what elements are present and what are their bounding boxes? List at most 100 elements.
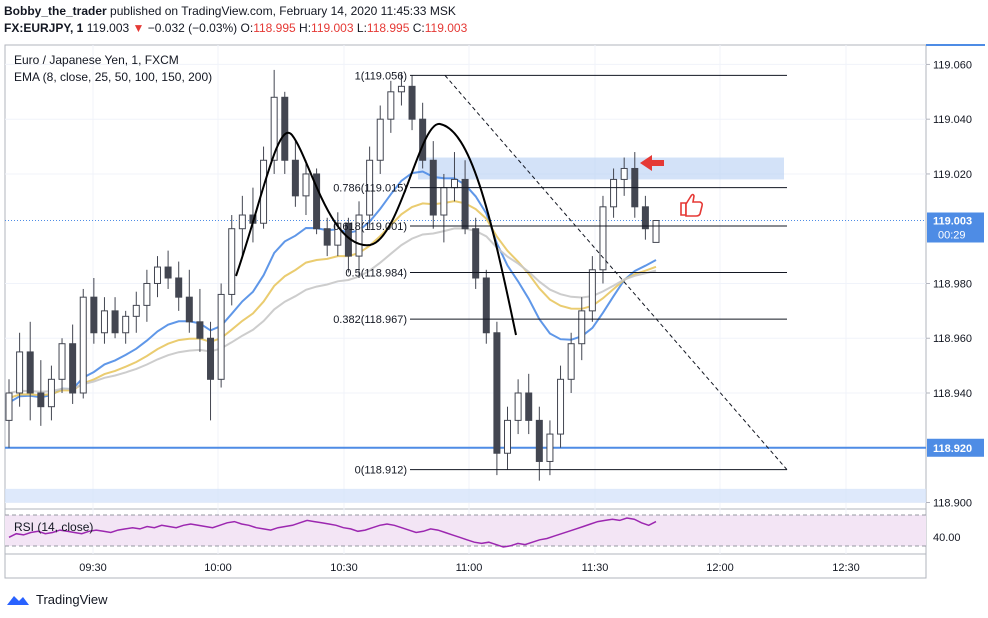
candle-body — [355, 214, 363, 257]
candle — [26, 321, 34, 421]
ema-legend[interactable]: EMA (8, close, 25, 50, 100, 150, 200) — [14, 70, 212, 84]
candle-body — [238, 214, 246, 230]
price-tick-label: 118.940 — [933, 388, 972, 400]
last-price: 119.003 — [86, 21, 130, 35]
candle — [69, 324, 77, 404]
candles — [5, 69, 660, 481]
candle-body — [546, 433, 554, 462]
candle — [16, 332, 24, 407]
price-tick-label: 118.960 — [933, 333, 972, 345]
candle-body — [397, 85, 405, 93]
candle-body — [313, 173, 321, 230]
price-tick-label: 119.060 — [933, 59, 972, 71]
publish-header: Bobby_the_trader published on TradingVie… — [4, 4, 456, 18]
candle — [620, 157, 628, 196]
candle — [376, 105, 384, 174]
fib-level-label: 1(119.056) — [355, 70, 407, 82]
candle-body — [217, 293, 225, 380]
price-tick-label: 119.020 — [933, 169, 972, 181]
candle — [291, 141, 299, 207]
candle — [482, 269, 490, 344]
instrument-legend[interactable]: Euro / Japanese Yen, 1, FXCM — [14, 53, 179, 67]
candle-body — [493, 332, 501, 454]
candle-body — [69, 343, 77, 394]
candle-body — [482, 277, 490, 334]
fib-retracement[interactable]: 1(119.056) 0.786(119.015) 0.618(119.001) 0.… — [333, 70, 788, 477]
brand-name: TradingView — [36, 592, 108, 607]
fib-level-label: 0.618(119.001) — [333, 221, 407, 233]
candle — [525, 373, 533, 435]
fib-level-label: 0.786(119.015) — [333, 183, 407, 195]
candle-body — [58, 343, 66, 380]
countdown-label: 00:29 — [938, 230, 966, 242]
candle — [164, 250, 172, 289]
candle — [334, 212, 342, 257]
candle-body — [610, 178, 618, 208]
time-tick-label: 12:30 — [832, 562, 860, 574]
candle — [185, 269, 193, 333]
candle — [281, 91, 289, 174]
candle — [302, 160, 310, 216]
candle — [387, 80, 395, 133]
candle-body — [132, 304, 140, 317]
candle-body — [514, 392, 522, 421]
time-axis: 09:30 10:00 10:30 11:00 11:30 12:00 12:30 — [79, 562, 860, 574]
candle-body — [5, 392, 13, 421]
rsi-band — [5, 515, 926, 546]
rsi-legend[interactable]: RSI (14, close) — [14, 520, 93, 534]
support-zone — [5, 488, 926, 503]
open-value: 118.995 — [253, 21, 296, 35]
candle-body — [535, 419, 543, 462]
candle-body — [472, 228, 480, 279]
candle — [323, 217, 331, 257]
candle-body — [652, 220, 660, 243]
rsi-pane — [5, 514, 926, 548]
ohlc-header: FX:EURJPY, 1 119.003 ▼ −0.032 (−0.03%) O… — [4, 21, 467, 35]
high-label: H: — [299, 21, 312, 35]
hline-price-label: 118.920 — [933, 443, 972, 455]
drawings — [235, 123, 517, 336]
candle — [58, 338, 66, 393]
candle — [578, 297, 586, 361]
candle — [143, 269, 151, 322]
time-tick-label: 11:30 — [582, 562, 609, 574]
candle-body — [90, 296, 98, 334]
candle — [355, 201, 363, 278]
candle — [207, 321, 215, 421]
author-name[interactable]: Bobby_the_trader — [4, 4, 107, 18]
candle — [408, 75, 416, 131]
supply-zone — [418, 157, 784, 180]
ema-lines — [8, 170, 657, 404]
candle-body — [207, 337, 215, 380]
candle-body — [620, 167, 628, 180]
candle — [652, 220, 660, 243]
candle — [472, 217, 480, 289]
candle — [535, 406, 543, 481]
open-label: O: — [240, 21, 254, 35]
publish-info: published on TradingView.com, February 1… — [110, 4, 456, 18]
rsi-tick-label: 40.00 — [933, 532, 961, 544]
grid-lines — [5, 45, 926, 554]
time-tick-label: 12:00 — [706, 562, 734, 574]
candle-body — [408, 85, 416, 120]
candle-body — [525, 392, 533, 421]
tradingview-logo[interactable]: TradingView — [6, 592, 108, 607]
candle — [366, 146, 374, 229]
candle-body — [111, 310, 119, 334]
time-tick-label: 11:00 — [456, 562, 483, 574]
candle-body — [567, 343, 575, 380]
close-value: 119.003 — [424, 21, 468, 35]
candle-body — [79, 296, 87, 394]
candle-body — [323, 228, 331, 246]
drawn-curve — [235, 123, 517, 336]
candle — [90, 278, 98, 344]
candle — [175, 261, 183, 311]
time-tick-label: 10:30 — [330, 562, 358, 574]
candle — [461, 160, 469, 235]
high-value: 119.003 — [311, 21, 354, 35]
fib-level-label: 0.382(118.967) — [333, 314, 407, 326]
candle — [429, 141, 437, 229]
candle-body — [281, 96, 289, 161]
candle — [557, 365, 565, 448]
